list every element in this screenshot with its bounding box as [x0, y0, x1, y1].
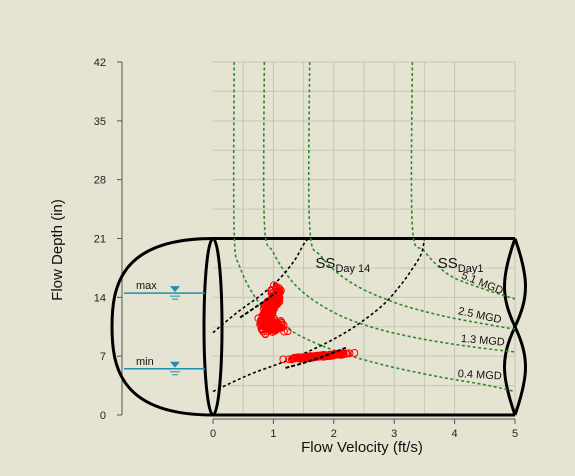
- scatter-point: [324, 351, 333, 360]
- depth-markers: max min: [124, 280, 205, 376]
- self-cleansing-curves: SSDay 14 SSDay1: [212, 237, 484, 393]
- iso-flow-label: 2.5 MGD: [457, 305, 503, 326]
- x-tick-label: 4: [452, 428, 458, 440]
- depth-marker-label: min: [136, 356, 154, 368]
- y-tick-label: 21: [94, 234, 106, 246]
- scatter-point: [265, 307, 274, 316]
- scatter-point: [272, 321, 280, 330]
- x-tick-label: 1: [270, 428, 276, 440]
- fit-line-low: [285, 346, 347, 369]
- scatter-point: [273, 298, 282, 306]
- scatter-point: [296, 353, 304, 362]
- y-tick-label: 14: [94, 292, 106, 304]
- water-level-icon: [170, 361, 180, 368]
- scatter-point: [270, 281, 278, 289]
- scatter-point: [285, 355, 293, 364]
- scatter-point: [261, 317, 270, 326]
- scatter-point: [276, 323, 285, 332]
- depth-marker-label: max: [136, 280, 157, 292]
- self-cleansing-curve: [212, 237, 310, 334]
- scatter-point: [336, 350, 345, 359]
- scatter-point: [350, 349, 359, 357]
- y-tick-label: 7: [100, 351, 106, 363]
- pipe-left-cap: [110, 237, 214, 417]
- axes: 0 7 14 21 28 35 42 0 1 2 3 4 5: [94, 57, 518, 440]
- y-tick-label: 35: [94, 116, 106, 128]
- pipe-outline: [110, 237, 527, 417]
- iso-flow-curve: [410, 61, 516, 300]
- scatter-point: [345, 349, 354, 358]
- water-level-icon: [170, 286, 180, 293]
- scatter-point: [299, 353, 307, 362]
- scatter-point: [277, 286, 285, 295]
- self-cleansing-curve: [212, 238, 426, 393]
- scatter-point: [280, 327, 288, 336]
- scatter-point: [308, 352, 317, 361]
- scatter-point: [266, 302, 275, 311]
- pipe-left-ellipse: [202, 237, 224, 417]
- x-axis-title: Flow Velocity (ft/s): [301, 439, 423, 456]
- self-cleansing-label: SSDay1: [438, 255, 484, 275]
- x-tick-label: 5: [512, 428, 518, 440]
- scatter-point: [340, 350, 348, 358]
- scatter-point: [260, 320, 269, 329]
- x-tick-label: 0: [210, 428, 216, 440]
- iso-flow-curve: [232, 61, 516, 393]
- pipe-walls: [213, 237, 515, 417]
- iso-flow-curve: [307, 61, 516, 331]
- x-tick-label: 3: [391, 428, 397, 440]
- self-cleansing-label: SSDay 14: [315, 255, 370, 275]
- iso-flow-label: 1.3 MGD: [460, 333, 505, 349]
- scatter-points: [239, 281, 359, 369]
- scatter-point: [272, 324, 281, 333]
- scatter-point: [258, 311, 267, 320]
- iso-flow-label: 0.4 MGD: [457, 368, 502, 382]
- iso-flow-curve: [262, 61, 516, 353]
- y-tick-label: 42: [94, 57, 106, 69]
- scatter-point: [261, 301, 269, 310]
- scatter-point: [279, 355, 288, 364]
- y-tick-label: 28: [94, 175, 106, 187]
- y-tick-label: 0: [100, 410, 106, 422]
- scatter-point: [268, 322, 276, 331]
- x-tick-label: 2: [331, 428, 337, 440]
- pipe-right-end-back: [503, 238, 527, 416]
- fit-line-high: [239, 291, 278, 319]
- scatter-point: [283, 327, 292, 336]
- y-axis-title: Flow Depth (in): [49, 199, 66, 301]
